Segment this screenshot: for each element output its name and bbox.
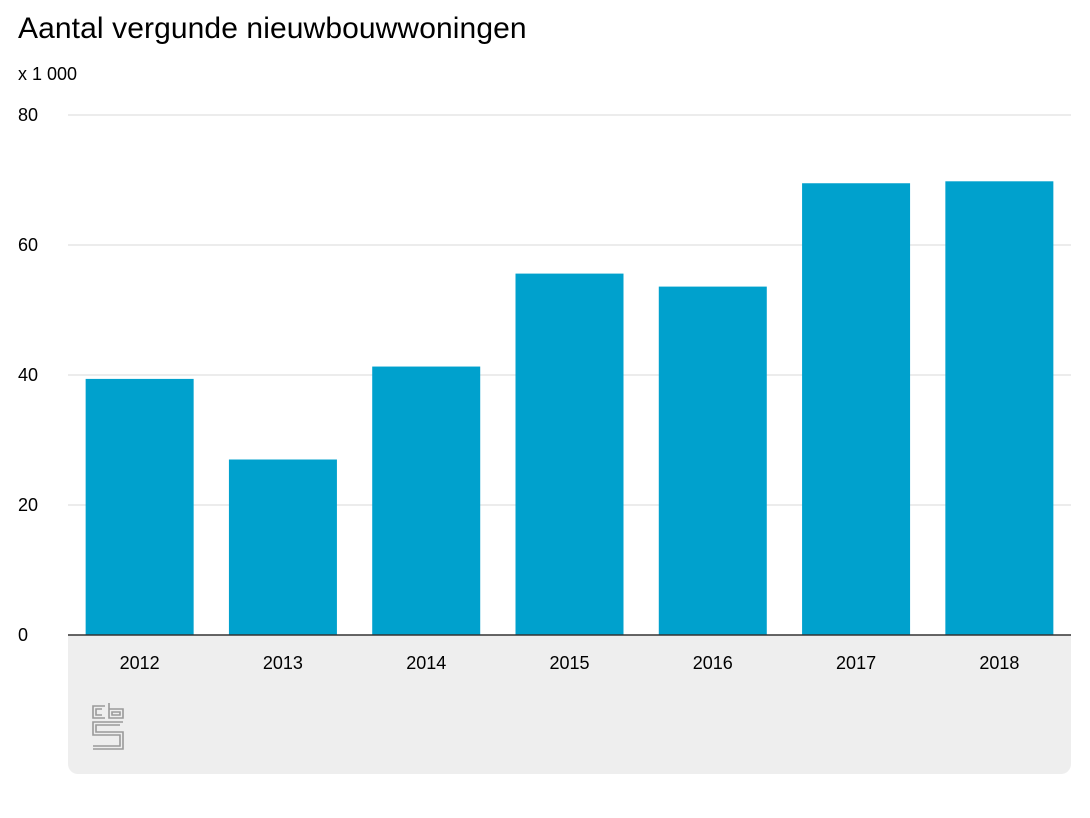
bar-2016[interactable]: [658, 286, 767, 635]
bar-2018[interactable]: [945, 181, 1054, 636]
x-tick-label: 2017: [836, 653, 876, 673]
chart-title: Aantal vergunde nieuwbouwwoningen: [18, 12, 527, 45]
x-tick-label: 2016: [693, 653, 733, 673]
bar-2017[interactable]: [802, 183, 911, 635]
cbs-logo-icon: [92, 703, 124, 750]
bar-2013[interactable]: [228, 459, 337, 636]
x-axis-ticks: 2012 2013 2014 2015 2016 2017 2018: [120, 653, 1020, 673]
y-axis-unit-label: x 1 000: [18, 64, 78, 84]
y-tick-label: 80: [18, 105, 38, 125]
y-axis-ticks: 0 20 40 60 80: [18, 105, 38, 645]
bars: [85, 181, 1054, 636]
bar-2012[interactable]: [85, 378, 194, 635]
bar-2014[interactable]: [372, 366, 481, 635]
x-tick-label: 2013: [263, 653, 303, 673]
bar-2015[interactable]: [515, 273, 624, 635]
x-tick-label: 2014: [406, 653, 446, 673]
y-tick-label: 60: [18, 235, 38, 255]
y-tick-label: 0: [18, 625, 28, 645]
x-tick-label: 2018: [979, 653, 1019, 673]
chart-footer-panel: [68, 635, 1071, 774]
x-tick-label: 2015: [549, 653, 589, 673]
x-tick-label: 2012: [120, 653, 160, 673]
y-tick-label: 20: [18, 495, 38, 515]
y-tick-label: 40: [18, 365, 38, 385]
